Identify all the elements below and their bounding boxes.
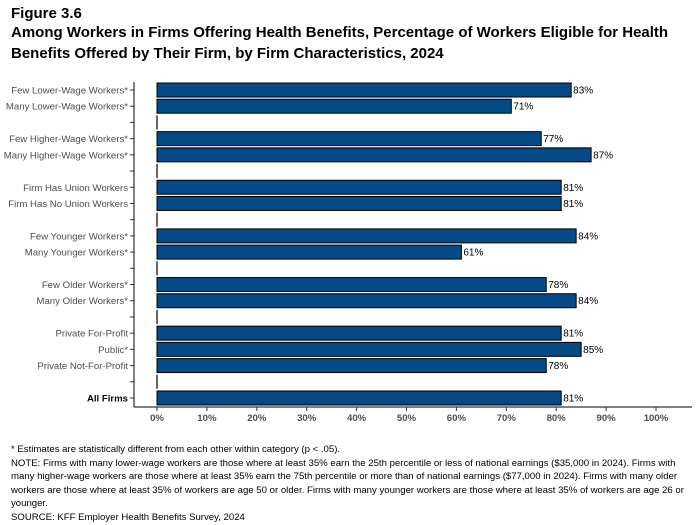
category-label: Many Lower-Wage Workers*	[6, 102, 128, 113]
data-label: 78%	[548, 361, 568, 372]
bar	[156, 341, 582, 357]
category-label: Private Not-For-Profit	[37, 361, 128, 372]
data-label: 81%	[563, 329, 583, 340]
data-label: 77%	[543, 134, 563, 145]
x-tick-label: 20%	[247, 413, 267, 424]
x-tick-label: 40%	[347, 413, 367, 424]
data-label: 83%	[573, 86, 593, 97]
category-label: Firm Has Union Workers	[23, 183, 128, 194]
note-text: NOTE: Firms with many lower-wage workers…	[11, 457, 684, 510]
data-label: 78%	[548, 280, 568, 291]
category-label: All Firms	[87, 393, 128, 404]
category-label: Many Older Workers*	[36, 296, 128, 307]
bar-chart: Few Lower-Wage Workers* 83% Many Lower-Wag…	[4, 82, 692, 424]
bar	[156, 277, 547, 293]
bar	[156, 131, 542, 147]
category-label: Few Lower-Wage Workers*	[11, 86, 128, 97]
bar	[156, 179, 562, 195]
category-label: Private For-Profit	[55, 329, 128, 340]
bar	[156, 98, 512, 114]
category-label: Few Higher-Wage Workers*	[9, 134, 128, 145]
data-label: 81%	[563, 393, 583, 404]
x-tick-label: 50%	[397, 413, 417, 424]
category-label: Many Higher-Wage Workers*	[4, 150, 128, 161]
category-label: Firm Has No Union Workers	[8, 199, 128, 210]
bar	[156, 82, 572, 98]
bar	[156, 244, 462, 260]
bar	[156, 147, 592, 163]
x-tick-label: 10%	[197, 413, 217, 424]
category-label: Few Older Workers*	[42, 280, 128, 291]
data-label: 84%	[578, 231, 598, 242]
category-label: Public*	[98, 345, 128, 356]
x-tick-label: 70%	[497, 413, 517, 424]
bar	[156, 390, 562, 406]
chart-notes: * Estimates are statistically different …	[11, 443, 691, 525]
data-label: 84%	[578, 296, 598, 307]
x-tick-label: 100%	[644, 413, 669, 424]
asterisk-note: * Estimates are statistically different …	[11, 444, 341, 455]
category-label: Many Younger Workers*	[25, 248, 129, 259]
data-label: 87%	[593, 150, 613, 161]
bar	[156, 325, 562, 341]
data-label: 85%	[583, 345, 603, 356]
bar	[156, 228, 577, 244]
x-tick-label: 60%	[447, 413, 467, 424]
data-label: 61%	[463, 248, 483, 259]
bar	[156, 293, 577, 309]
source-text: SOURCE: KFF Employer Health Benefits Sur…	[11, 511, 245, 523]
data-label: 71%	[513, 102, 533, 113]
bar	[156, 358, 547, 374]
x-tick-label: 30%	[297, 413, 317, 424]
category-label: Few Younger Workers*	[30, 231, 128, 242]
x-tick-label: 80%	[547, 413, 567, 424]
bar	[156, 195, 562, 211]
figure-label: Figure 3.6	[11, 5, 82, 22]
data-label: 81%	[563, 183, 583, 194]
x-tick-label: 0%	[150, 413, 164, 424]
chart-title: Among Workers in Firms Offering Health B…	[11, 24, 669, 62]
data-label: 81%	[563, 199, 583, 210]
x-tick-label: 90%	[596, 413, 616, 424]
